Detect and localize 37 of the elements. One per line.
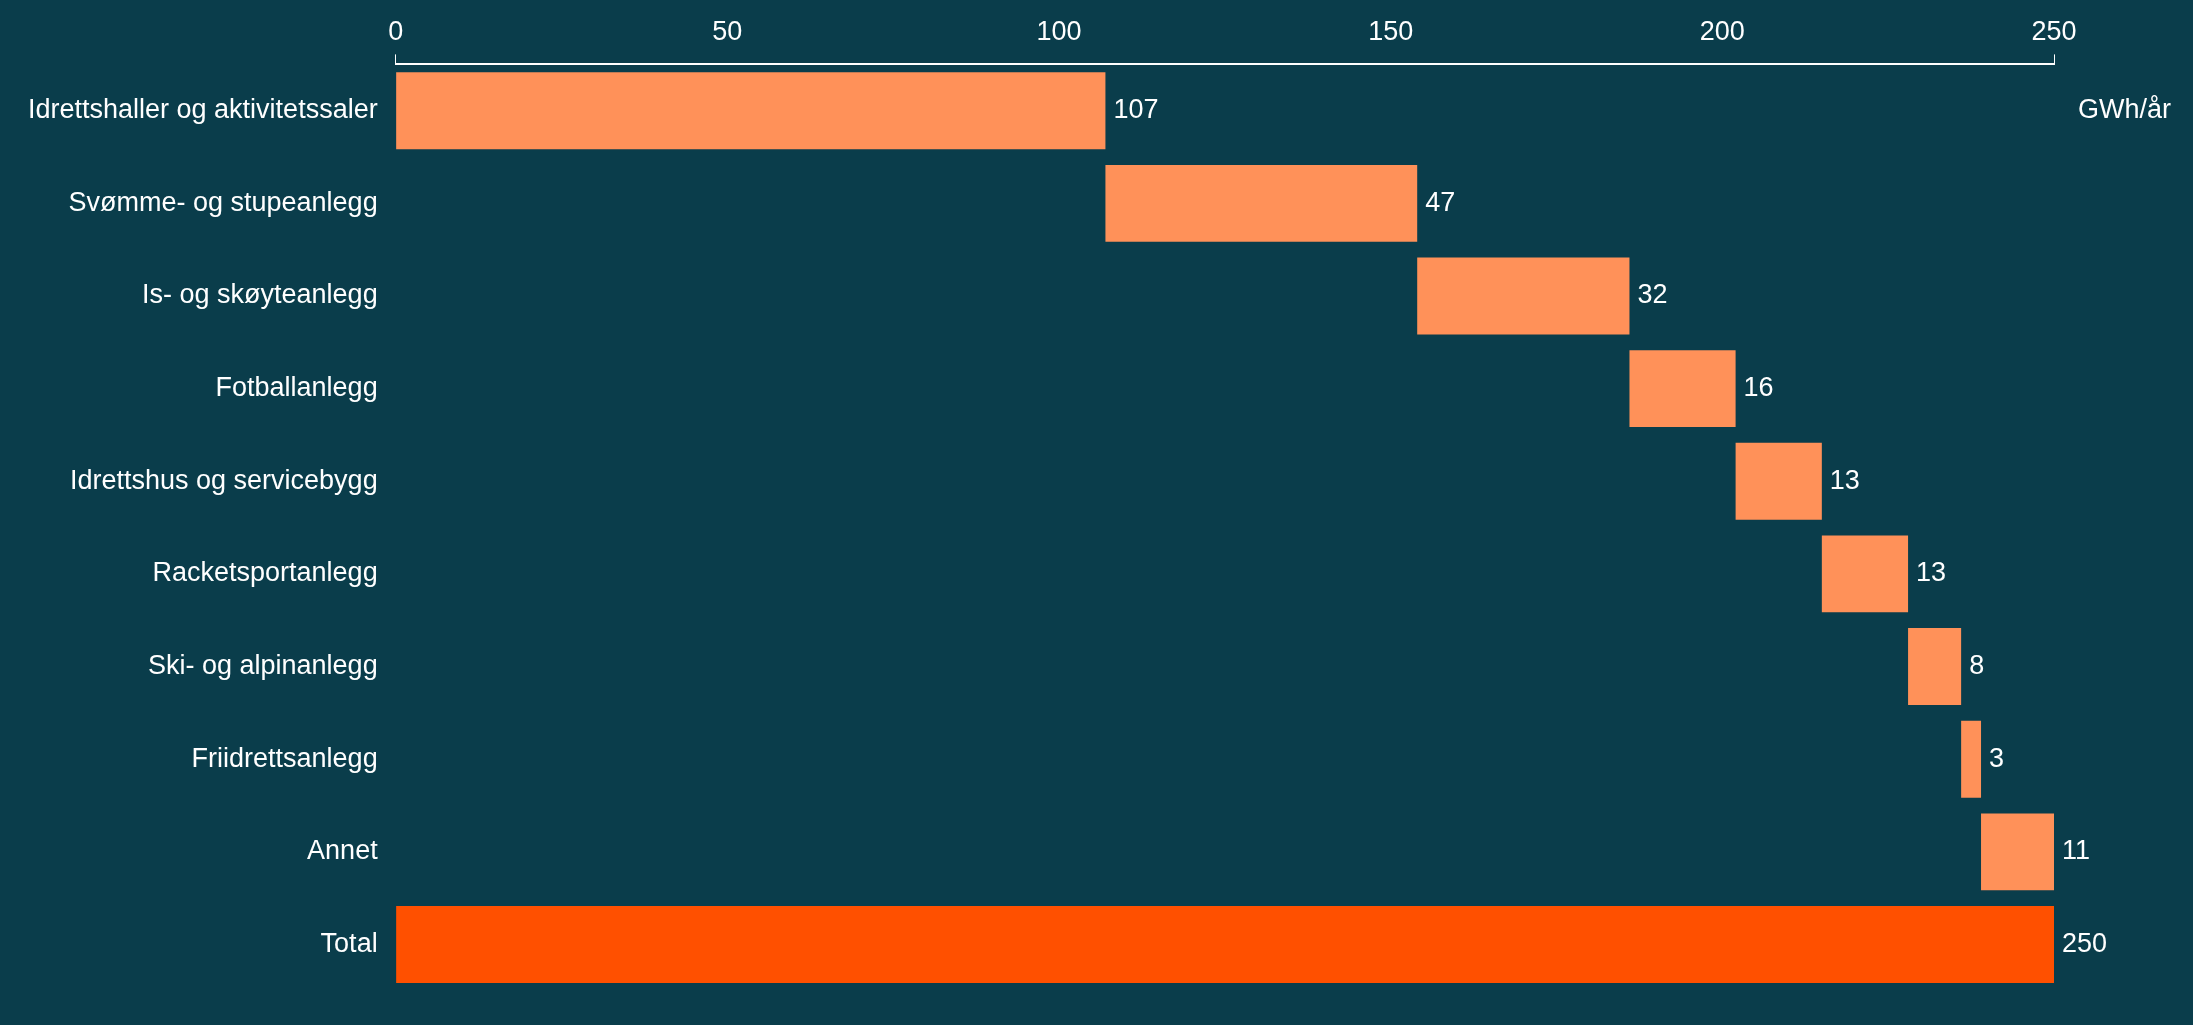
data-label: 16 — [1743, 372, 1774, 403]
data-label: 47 — [1425, 186, 1456, 217]
bar — [1821, 535, 1909, 613]
y-tick-label: Idrettshus og servicebygg — [69, 464, 378, 495]
y-tick-label: Ski- og alpinanlegg — [147, 650, 378, 681]
x-tick-label: 150 — [1368, 15, 1414, 46]
y-tick-label: Friidrettsanlegg — [191, 742, 378, 773]
y-tick-label: Svømme- og stupeanlegg — [68, 186, 378, 217]
x-tick-label: 0 — [388, 15, 404, 46]
data-label: 32 — [1637, 279, 1668, 310]
data-label: 250 — [2062, 927, 2108, 958]
bar — [1417, 257, 1630, 335]
data-label: 11 — [2062, 835, 2091, 866]
data-label: 13 — [1829, 464, 1860, 495]
y-tick-label: Racketsportanlegg — [152, 557, 378, 588]
bar — [396, 72, 1106, 150]
bar — [1961, 720, 1982, 798]
data-label: 3 — [1989, 742, 2005, 773]
bar — [1105, 164, 1418, 242]
bar — [1908, 628, 1962, 706]
data-label: 107 — [1113, 94, 1159, 125]
y-tick-label: Fotballanlegg — [215, 372, 378, 403]
x-tick-label: 200 — [1699, 15, 1745, 46]
y-tick-label: Idrettshaller og aktivitetssaler — [28, 94, 378, 125]
y-tick-label: Annet — [307, 835, 379, 866]
x-tick-label: 100 — [1036, 15, 1082, 46]
bar — [1629, 350, 1736, 428]
bar — [1981, 813, 2054, 891]
bar — [1735, 442, 1822, 520]
y-tick-label: Is- og skøyteanlegg — [142, 279, 378, 310]
data-label: 8 — [1969, 650, 1985, 681]
x-axis-title: GWh/år — [2078, 93, 2172, 124]
x-tick-label: 50 — [712, 15, 743, 46]
bar — [396, 906, 2054, 983]
y-tick-label: Total — [320, 927, 378, 958]
x-tick-label: 250 — [2031, 15, 2077, 46]
data-label: 13 — [1916, 557, 1947, 588]
